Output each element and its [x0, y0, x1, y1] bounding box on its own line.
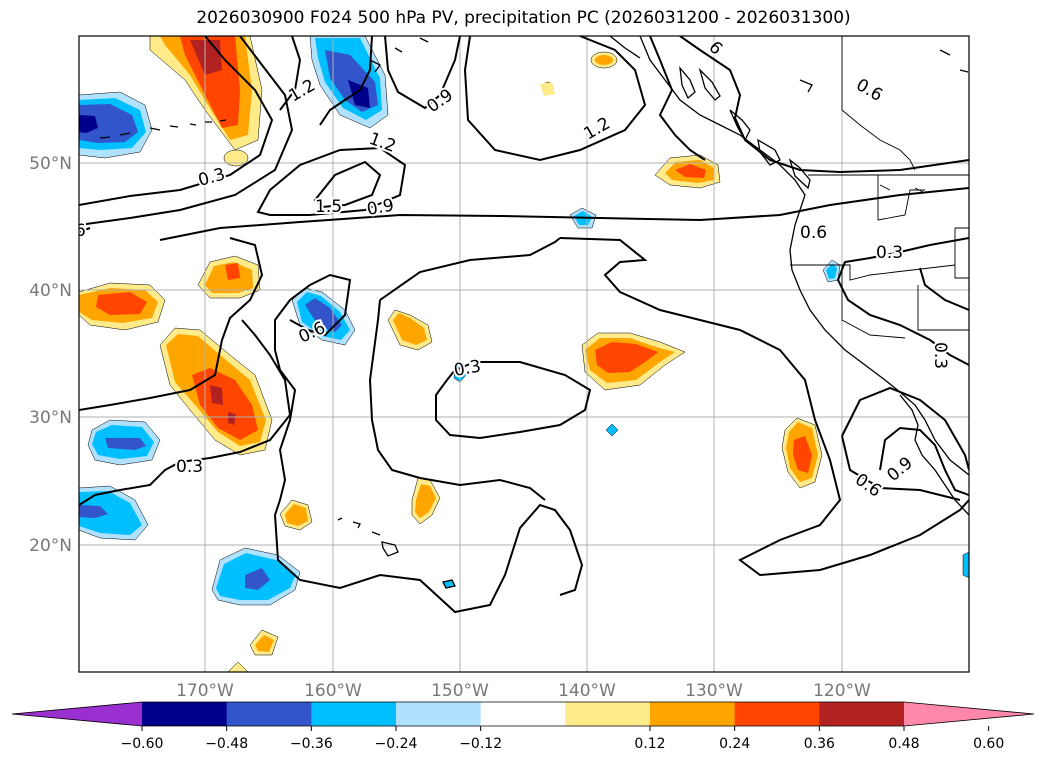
- lon-label: 120°W: [813, 681, 871, 701]
- colorbar-tick-label: 0.48: [888, 736, 919, 752]
- map-plot-area: 1.2 0.9 1.2 1.2 1.5 0.9 0.3 6 0.6 0.6 0.…: [75, 36, 969, 672]
- pv-contour-0.3-west: [79, 237, 264, 411]
- colorbar-tick-label: 0.24: [719, 736, 750, 752]
- lon-label: 150°W: [431, 681, 489, 701]
- colorbar-tick-label: −0.60: [121, 736, 164, 752]
- lat-label: 20°N: [29, 536, 72, 556]
- colorbar-segment: [142, 702, 228, 726]
- colorbar-tick-label: 0.12: [634, 736, 665, 752]
- map-frame: [78, 35, 970, 673]
- lat-label: 40°N: [29, 281, 72, 301]
- lat-label: 50°N: [29, 154, 72, 174]
- colorbar-tick-label: −0.36: [290, 736, 333, 752]
- lon-label: 130°W: [685, 681, 743, 701]
- colorbar-segment: [650, 702, 736, 726]
- pv-contour-0.6-north: [79, 36, 294, 226]
- pv-contour-0.9-south: [879, 426, 969, 496]
- colorbar-segment: [480, 702, 566, 726]
- colorbar-tick-label: −0.24: [375, 736, 418, 752]
- colorbar-tick-label: −0.48: [205, 736, 248, 752]
- contour-label: 0.3: [176, 457, 203, 477]
- contour-label: 0.3: [930, 342, 950, 369]
- colorbar-tick-label: 0.60: [973, 736, 1004, 752]
- pv-contour-0.3-north: [79, 36, 274, 206]
- lat-label: 30°N: [29, 408, 72, 428]
- map-title: 2026030900 F024 500 hPa PV, precipitatio…: [196, 8, 851, 28]
- pv-contours: [79, 36, 969, 614]
- colorbar-extension-min: [12, 702, 142, 726]
- contour-label: 0.6: [800, 223, 827, 243]
- pv-contour-0.3-central: [274, 503, 584, 614]
- colorbar-extension-max: [904, 702, 1034, 726]
- colorbar-segment: [565, 702, 651, 726]
- contour-label: 0.3: [452, 357, 482, 381]
- colorbar-segment: [734, 702, 820, 726]
- colorbar-segment: [396, 702, 482, 726]
- colorbar-tick-label: 0.36: [804, 736, 835, 752]
- graticule: [79, 36, 969, 672]
- colorbar-segment: [226, 702, 312, 726]
- colorbar-segment: [311, 702, 397, 726]
- contour-label: 6: [75, 221, 86, 241]
- political-borders: [790, 36, 969, 339]
- longitude-labels: 170°W 160°W 150°W 140°W 130°W 120°W: [176, 681, 871, 701]
- lon-label: 160°W: [304, 681, 362, 701]
- lon-label: 170°W: [176, 681, 234, 701]
- lon-label: 140°W: [558, 681, 616, 701]
- coastlines: [99, 36, 969, 589]
- latitude-labels: 50°N 40°N 30°N 20°N: [29, 154, 72, 556]
- colorbar-tick-label: −0.12: [459, 736, 502, 752]
- precip-anomaly-shading: [79, 36, 969, 672]
- colorbar-segment: [819, 702, 905, 726]
- colorbar: −0.60 −0.48 −0.36 −0.24 −0.12 0.12 0.24 0.36 0.4…: [11, 701, 1035, 752]
- contour-label: 1.5: [315, 197, 342, 217]
- contour-label: 0.3: [876, 243, 903, 263]
